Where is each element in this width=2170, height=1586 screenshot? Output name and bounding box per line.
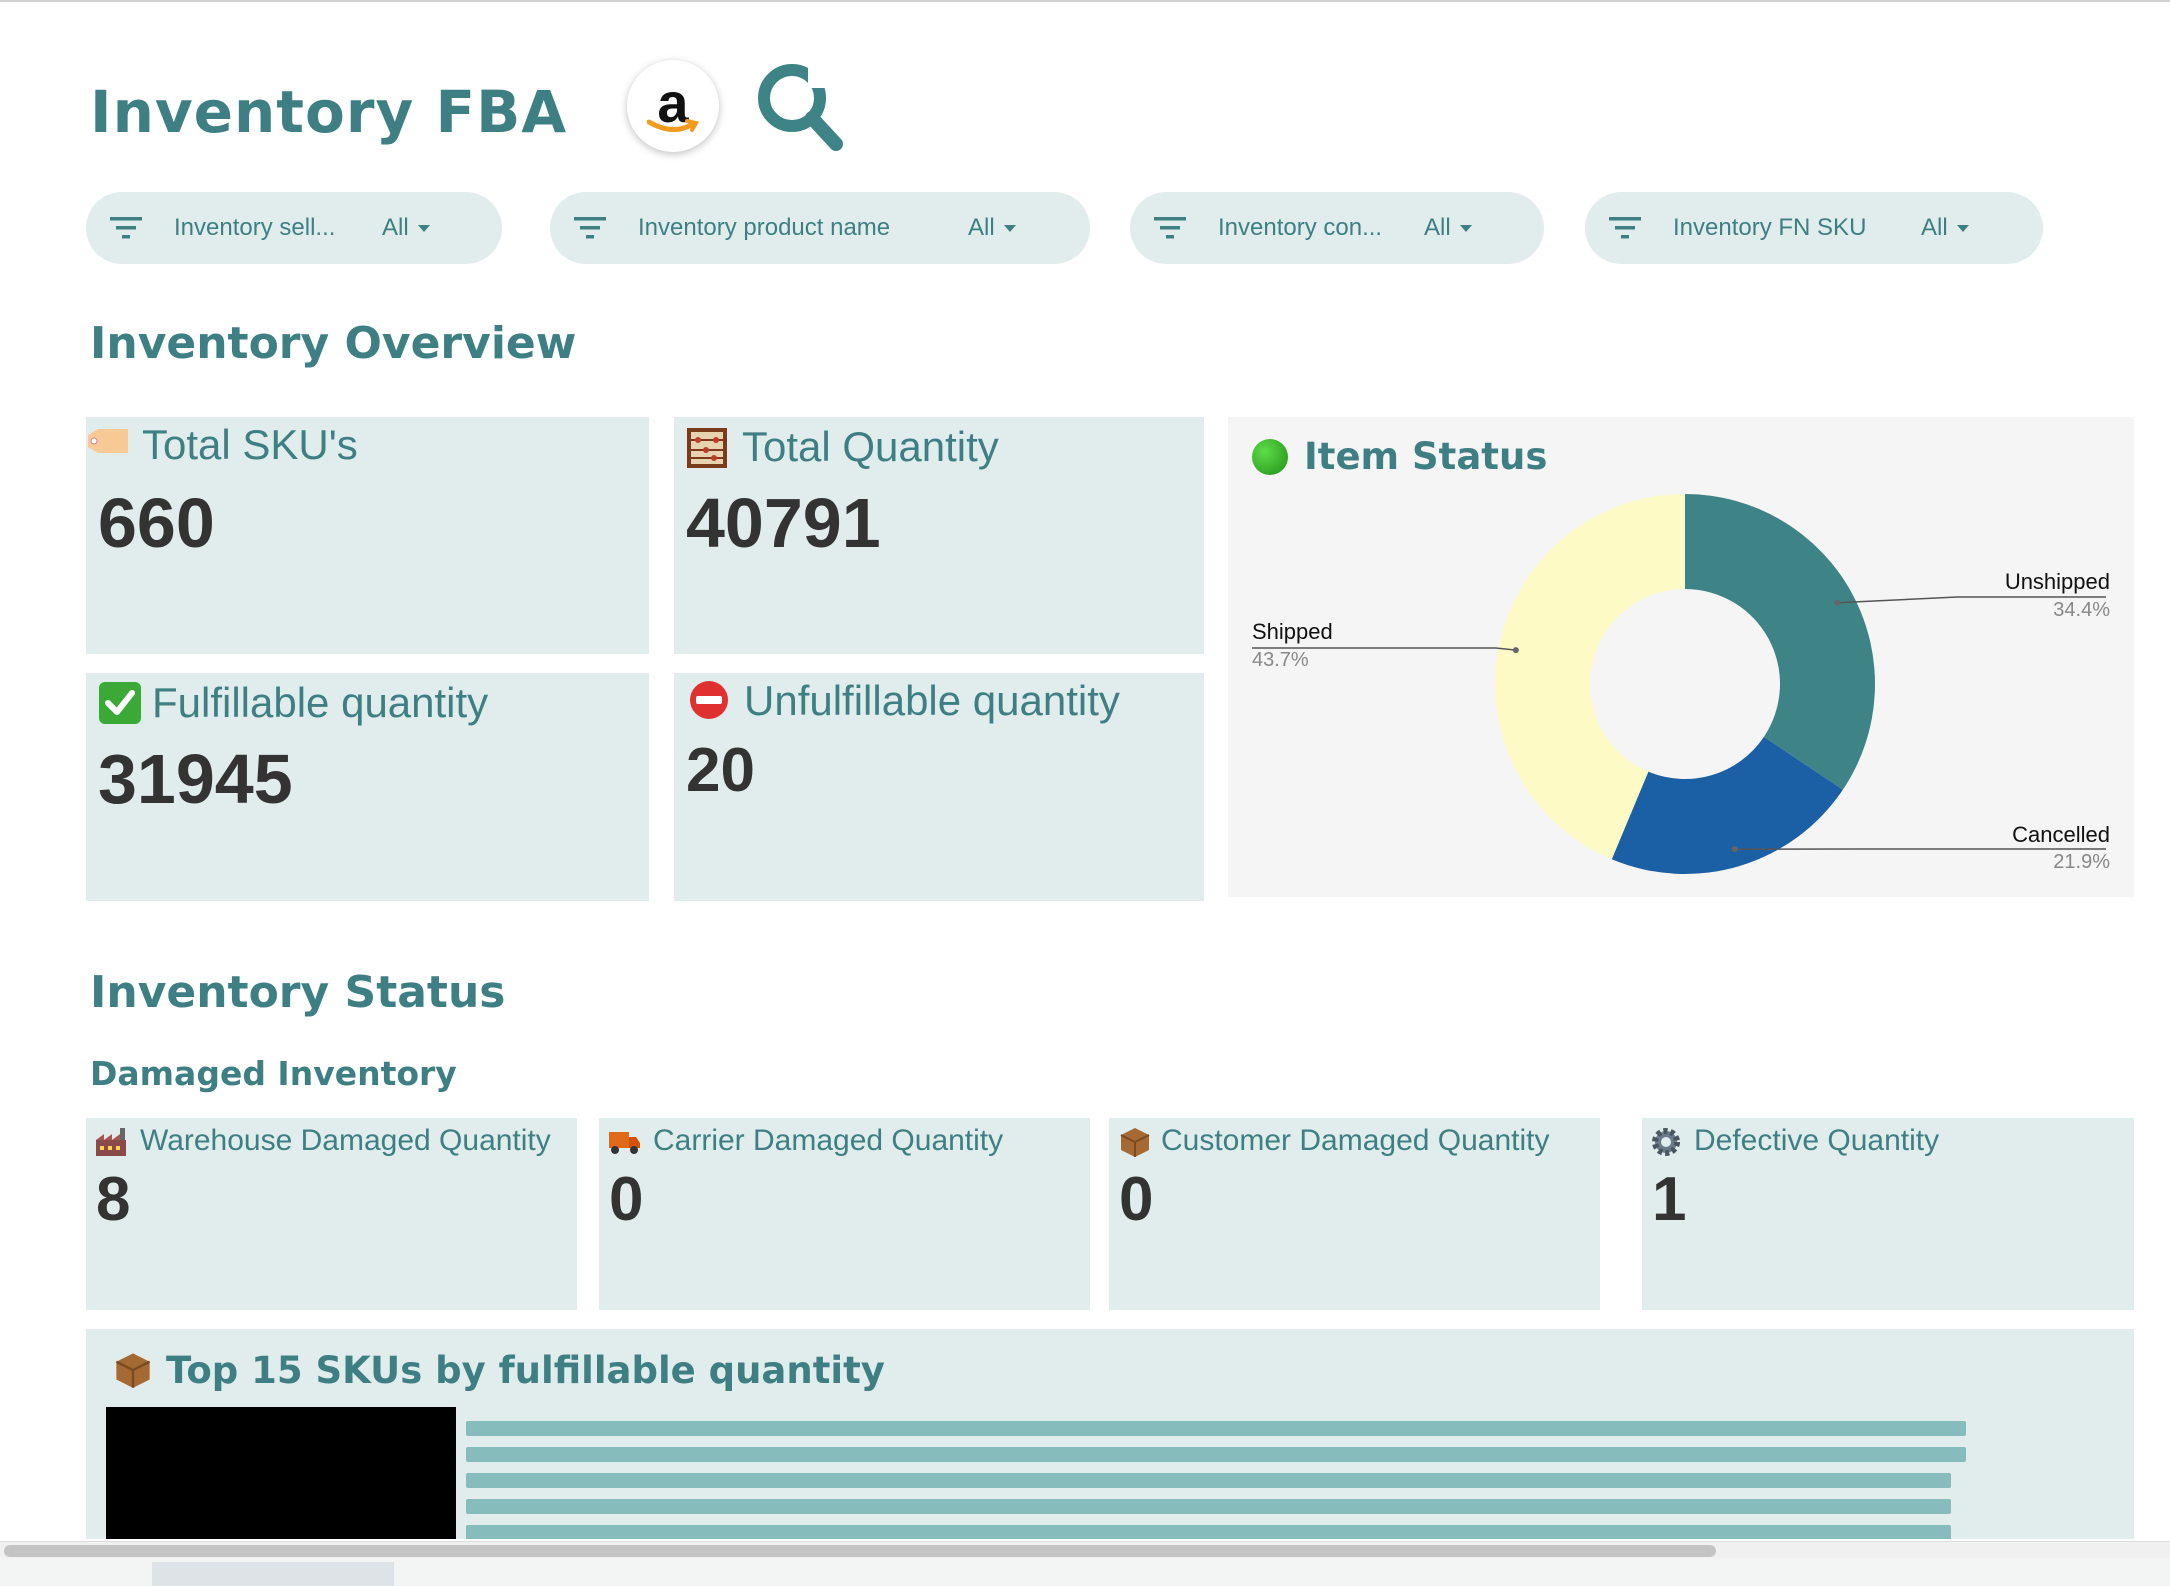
filter-label: Inventory FN SKU	[1673, 214, 1867, 241]
filter-fn-sku[interactable]: Inventory FN SKU All	[1585, 192, 2043, 264]
leader-line-shipped	[1252, 647, 1516, 651]
pie-slice-unshipped[interactable]	[1685, 494, 1875, 790]
total-skus-card: Total SKU's 660	[86, 417, 649, 654]
package-icon	[1120, 1128, 1150, 1157]
overview-title: Inventory Overview	[90, 318, 577, 369]
legend-unshipped-pct: 34.4%	[2053, 599, 2110, 621]
customer-damaged-label: Customer Damaged Quantity	[1161, 1124, 1550, 1157]
total-quantity-label: Total Quantity	[742, 423, 999, 470]
sku-bar[interactable]	[466, 1447, 1966, 1462]
item-status-title: Item Status	[1304, 435, 1548, 478]
filter-label: Inventory product name	[638, 214, 891, 241]
filter-value[interactable]: All	[968, 214, 995, 241]
pie-slice-cancelled[interactable]	[1611, 736, 1843, 874]
fulfillable-label: Fulfillable quantity	[152, 679, 489, 726]
leader-dot-cancelled	[1731, 846, 1738, 853]
legend-cancelled-label: Cancelled	[2012, 822, 2110, 847]
total-skus-label: Total SKU's	[142, 421, 358, 468]
no-entry-icon	[690, 681, 728, 719]
status-title: Inventory Status	[90, 967, 506, 1018]
gear-icon	[1652, 1128, 1680, 1156]
leader-dot-unshipped	[1834, 599, 1841, 606]
item-status-donut-chart[interactable]	[1228, 417, 2134, 897]
legend-shipped-pct: 43.7%	[1252, 649, 1309, 671]
carrier-damaged-card: Carrier Damaged Quantity 0	[599, 1118, 1090, 1310]
filter-icon	[574, 217, 606, 239]
carrier-damaged-label: Carrier Damaged Quantity	[653, 1124, 1004, 1157]
horizontal-scrollbar-thumb[interactable]	[4, 1545, 1716, 1557]
filter-value[interactable]: All	[382, 214, 409, 241]
defective-value: 1	[1652, 1165, 1687, 1234]
filter-seller[interactable]: Inventory sell... All	[86, 192, 502, 264]
top-border	[0, 0, 2170, 2]
carrier-damaged-value: 0	[609, 1165, 644, 1234]
defective-card: Defective Quantity 1	[1642, 1118, 2134, 1310]
amazon-logo-letter: a	[657, 71, 689, 134]
item-status-panel: Item Status Shipped 43.7% Unshipped 34.4…	[1228, 417, 2134, 897]
filter-icon	[1609, 217, 1641, 239]
filter-value[interactable]: All	[1921, 214, 1948, 241]
sku-bar[interactable]	[466, 1525, 1951, 1539]
page-title: Inventory FBA	[90, 78, 568, 146]
chevron-down-icon[interactable]	[1004, 225, 1016, 232]
leader-line-unshipped	[1837, 596, 2106, 604]
warehouse-damaged-label: Warehouse Damaged Quantity	[140, 1124, 551, 1157]
sku-bar[interactable]	[466, 1473, 1951, 1488]
filter-label: Inventory con...	[1218, 214, 1383, 241]
unfulfillable-label: Unfulfillable quantity	[744, 677, 1120, 724]
filter-label: Inventory sell...	[174, 214, 336, 241]
customer-damaged-value: 0	[1119, 1165, 1154, 1234]
amazon-logo[interactable]: a	[627, 60, 719, 152]
filter-icon	[110, 217, 142, 239]
total-quantity-card: Total Quantity 40791	[674, 417, 1204, 654]
defective-label: Defective Quantity	[1694, 1124, 1940, 1157]
fulfillable-value: 31945	[98, 740, 293, 818]
check-icon	[99, 682, 141, 724]
tag-icon	[88, 429, 128, 453]
legend-unshipped-label: Unshipped	[2004, 569, 2110, 594]
abacus-icon	[687, 428, 727, 468]
sku-bar[interactable]	[466, 1421, 1966, 1436]
filter-value[interactable]: All	[1424, 214, 1451, 241]
unfulfillable-card: Unfulfillable quantity 20	[674, 673, 1204, 901]
total-quantity-value: 40791	[686, 484, 881, 562]
filter-condition[interactable]: Inventory con... All	[1130, 192, 1544, 264]
factory-icon	[96, 1128, 126, 1156]
leader-dot-shipped	[1512, 647, 1519, 654]
search-icon[interactable]	[752, 60, 848, 156]
sku-bar[interactable]	[466, 1499, 1951, 1514]
total-skus-value: 660	[98, 484, 215, 562]
amazon-smile-icon	[647, 119, 699, 132]
pie-slice-shipped[interactable]	[1495, 494, 1685, 860]
damaged-inventory-title: Damaged Inventory	[90, 1054, 457, 1093]
unfulfillable-value: 20	[686, 736, 755, 805]
redacted-sku-labels	[106, 1407, 456, 1539]
warehouse-damaged-value: 8	[96, 1165, 131, 1234]
filter-product-name[interactable]: Inventory product name All	[550, 192, 1090, 264]
green-circle-icon	[1252, 439, 1288, 475]
legend-shipped-label: Shipped	[1252, 619, 1333, 644]
warehouse-damaged-card: Warehouse Damaged Quantity 8	[86, 1118, 577, 1310]
fulfillable-card: Fulfillable quantity 31945	[86, 673, 649, 901]
customer-damaged-card: Customer Damaged Quantity 0	[1109, 1118, 1600, 1310]
bottom-tab[interactable]	[152, 1562, 394, 1586]
chevron-down-icon[interactable]	[1957, 225, 1969, 232]
chevron-down-icon[interactable]	[1460, 225, 1472, 232]
legend-cancelled-pct: 21.9%	[2053, 851, 2110, 873]
chevron-down-icon[interactable]	[418, 225, 430, 232]
truck-icon	[609, 1132, 640, 1154]
top-skus-title: Top 15 SKUs by fulfillable quantity	[166, 1349, 885, 1392]
filter-icon	[1154, 217, 1186, 239]
package-icon	[115, 1353, 151, 1388]
top-skus-panel: Top 15 SKUs by fulfillable quantity	[86, 1329, 2134, 1539]
